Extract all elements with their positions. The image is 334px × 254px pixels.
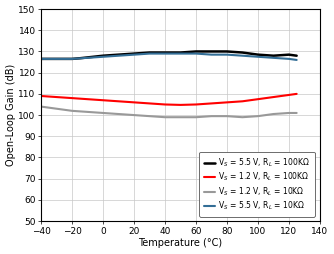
V$_S$ = 5.5 V, R$_L$ = 100KΩ (287, 53, 291, 56)
V$_S$ = 1.2 V, R$_L$ = 100KΩ (194, 103, 198, 106)
V$_S$ = 5.5 V, R$_L$ = 100KΩ (55, 57, 59, 60)
V$_S$ = 5.5 V, R$_L$ = 10KΩ (117, 54, 121, 57)
V$_S$ = 5.5 V, R$_L$ = 100KΩ (86, 56, 90, 59)
V$_S$ = 1.2 V, R$_L$ = 100KΩ (209, 102, 213, 105)
V$_S$ = 5.5 V, R$_L$ = 10KΩ (194, 52, 198, 55)
V$_S$ = 1.2 V, R$_L$ = 100KΩ (163, 103, 167, 106)
V$_S$ = 5.5 V, R$_L$ = 10KΩ (55, 57, 59, 60)
Line: V$_S$ = 1.2 V, R$_L$ = 10KΩ: V$_S$ = 1.2 V, R$_L$ = 10KΩ (41, 107, 297, 117)
V$_S$ = 5.5 V, R$_L$ = 10KΩ (132, 53, 136, 56)
V$_S$ = 1.2 V, R$_L$ = 100KΩ (287, 93, 291, 97)
V$_S$ = 1.2 V, R$_L$ = 100KΩ (101, 99, 105, 102)
V$_S$ = 5.5 V, R$_L$ = 10KΩ (101, 55, 105, 58)
V$_S$ = 1.2 V, R$_L$ = 10KΩ (55, 107, 59, 110)
V$_S$ = 1.2 V, R$_L$ = 100KΩ (55, 96, 59, 99)
Line: V$_S$ = 5.5 V, R$_L$ = 100KΩ: V$_S$ = 5.5 V, R$_L$ = 100KΩ (41, 52, 297, 59)
V$_S$ = 1.2 V, R$_L$ = 100KΩ (86, 98, 90, 101)
V$_S$ = 5.5 V, R$_L$ = 10KΩ (178, 52, 182, 55)
V$_S$ = 1.2 V, R$_L$ = 100KΩ (39, 94, 43, 98)
V$_S$ = 1.2 V, R$_L$ = 100KΩ (272, 96, 276, 99)
V$_S$ = 5.5 V, R$_L$ = 10KΩ (163, 52, 167, 55)
V$_S$ = 1.2 V, R$_L$ = 10KΩ (70, 109, 74, 112)
V$_S$ = 1.2 V, R$_L$ = 10KΩ (256, 115, 260, 118)
V$_S$ = 5.5 V, R$_L$ = 100KΩ (209, 50, 213, 53)
V$_S$ = 5.5 V, R$_L$ = 10KΩ (148, 52, 152, 55)
V$_S$ = 5.5 V, R$_L$ = 100KΩ (272, 54, 276, 57)
V$_S$ = 1.2 V, R$_L$ = 10KΩ (225, 115, 229, 118)
V$_S$ = 5.5 V, R$_L$ = 10KΩ (86, 56, 90, 59)
V$_S$ = 5.5 V, R$_L$ = 100KΩ (101, 54, 105, 57)
V$_S$ = 1.2 V, R$_L$ = 10KΩ (39, 105, 43, 108)
V$_S$ = 5.5 V, R$_L$ = 10KΩ (256, 55, 260, 58)
V$_S$ = 5.5 V, R$_L$ = 100KΩ (117, 53, 121, 56)
V$_S$ = 1.2 V, R$_L$ = 10KΩ (117, 113, 121, 116)
Legend: V$_S$ = 5.5 V, R$_L$ = 100KΩ, V$_S$ = 1.2 V, R$_L$ = 100KΩ, V$_S$ = 1.2 V, R$_L$: V$_S$ = 5.5 V, R$_L$ = 100KΩ, V$_S$ = 1.… (199, 152, 315, 217)
V$_S$ = 1.2 V, R$_L$ = 10KΩ (240, 116, 244, 119)
V$_S$ = 5.5 V, R$_L$ = 100KΩ (178, 51, 182, 54)
V$_S$ = 1.2 V, R$_L$ = 10KΩ (132, 114, 136, 117)
V$_S$ = 1.2 V, R$_L$ = 10KΩ (272, 113, 276, 116)
V$_S$ = 1.2 V, R$_L$ = 10KΩ (86, 110, 90, 114)
V$_S$ = 1.2 V, R$_L$ = 10KΩ (287, 112, 291, 115)
V$_S$ = 1.2 V, R$_L$ = 100KΩ (132, 101, 136, 104)
V$_S$ = 5.5 V, R$_L$ = 10KΩ (39, 57, 43, 60)
V$_S$ = 5.5 V, R$_L$ = 10KΩ (272, 56, 276, 59)
V$_S$ = 1.2 V, R$_L$ = 100KΩ (225, 101, 229, 104)
V$_S$ = 1.2 V, R$_L$ = 100KΩ (70, 97, 74, 100)
V$_S$ = 5.5 V, R$_L$ = 10KΩ (70, 57, 74, 60)
V$_S$ = 5.5 V, R$_L$ = 10KΩ (209, 53, 213, 56)
V$_S$ = 1.2 V, R$_L$ = 100KΩ (178, 103, 182, 106)
V$_S$ = 5.5 V, R$_L$ = 10KΩ (225, 53, 229, 56)
V$_S$ = 1.2 V, R$_L$ = 100KΩ (240, 100, 244, 103)
V$_S$ = 1.2 V, R$_L$ = 10KΩ (209, 115, 213, 118)
V$_S$ = 1.2 V, R$_L$ = 10KΩ (194, 116, 198, 119)
Line: V$_S$ = 1.2 V, R$_L$ = 100KΩ: V$_S$ = 1.2 V, R$_L$ = 100KΩ (41, 94, 297, 105)
V$_S$ = 1.2 V, R$_L$ = 10KΩ (295, 112, 299, 115)
Line: V$_S$ = 5.5 V, R$_L$ = 10KΩ: V$_S$ = 5.5 V, R$_L$ = 10KΩ (41, 54, 297, 60)
V$_S$ = 5.5 V, R$_L$ = 100KΩ (295, 54, 299, 57)
V$_S$ = 5.5 V, R$_L$ = 100KΩ (70, 57, 74, 60)
V$_S$ = 5.5 V, R$_L$ = 100KΩ (78, 57, 82, 60)
V$_S$ = 1.2 V, R$_L$ = 100KΩ (295, 92, 299, 96)
X-axis label: Temperature (°C): Temperature (°C) (139, 239, 222, 248)
V$_S$ = 5.5 V, R$_L$ = 100KΩ (148, 51, 152, 54)
Y-axis label: Open-Loop Gain (dB): Open-Loop Gain (dB) (6, 64, 16, 166)
V$_S$ = 5.5 V, R$_L$ = 100KΩ (163, 51, 167, 54)
V$_S$ = 5.5 V, R$_L$ = 100KΩ (194, 50, 198, 53)
V$_S$ = 5.5 V, R$_L$ = 100KΩ (256, 53, 260, 56)
V$_S$ = 1.2 V, R$_L$ = 10KΩ (163, 116, 167, 119)
V$_S$ = 1.2 V, R$_L$ = 100KΩ (148, 102, 152, 105)
V$_S$ = 5.5 V, R$_L$ = 100KΩ (240, 51, 244, 54)
V$_S$ = 5.5 V, R$_L$ = 10KΩ (287, 57, 291, 60)
V$_S$ = 1.2 V, R$_L$ = 10KΩ (101, 112, 105, 115)
V$_S$ = 1.2 V, R$_L$ = 10KΩ (148, 115, 152, 118)
V$_S$ = 5.5 V, R$_L$ = 100KΩ (132, 52, 136, 55)
V$_S$ = 5.5 V, R$_L$ = 100KΩ (225, 50, 229, 53)
V$_S$ = 5.5 V, R$_L$ = 100KΩ (39, 57, 43, 60)
V$_S$ = 1.2 V, R$_L$ = 100KΩ (256, 98, 260, 101)
V$_S$ = 1.2 V, R$_L$ = 100KΩ (117, 100, 121, 103)
V$_S$ = 5.5 V, R$_L$ = 10KΩ (295, 58, 299, 61)
V$_S$ = 1.2 V, R$_L$ = 10KΩ (178, 116, 182, 119)
V$_S$ = 5.5 V, R$_L$ = 10KΩ (240, 54, 244, 57)
